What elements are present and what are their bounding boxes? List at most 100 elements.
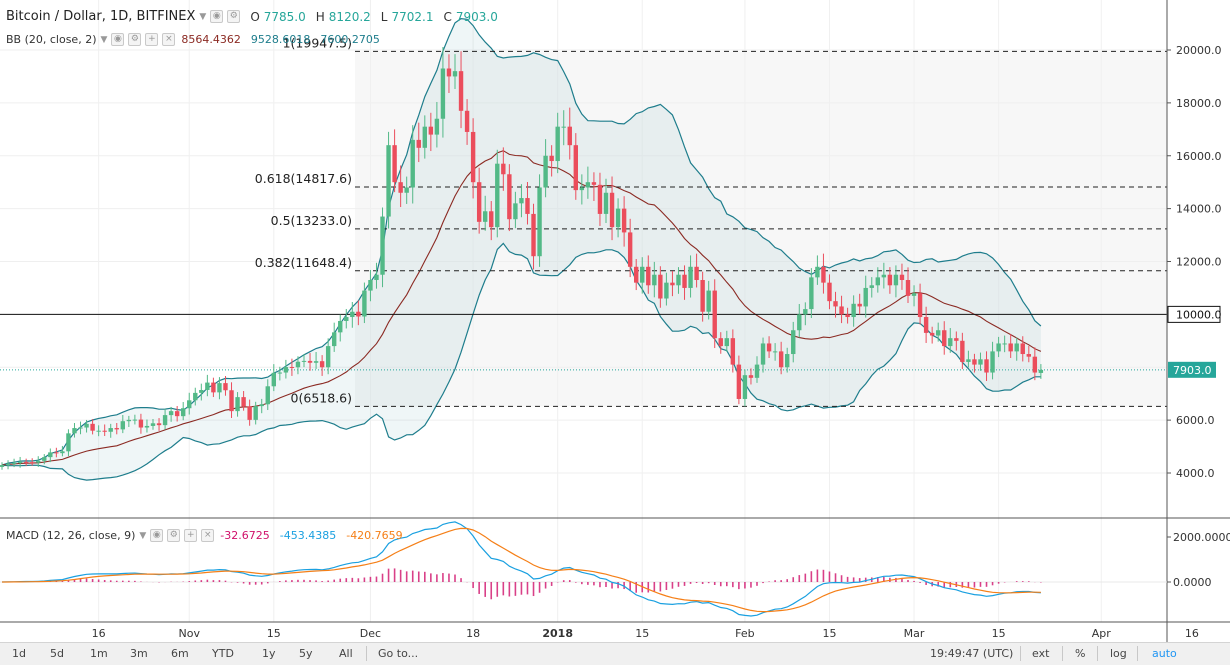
candle bbox=[350, 302, 355, 328]
ext-toggle[interactable]: ext bbox=[1032, 647, 1050, 660]
eye-icon[interactable]: ◉ bbox=[111, 33, 125, 46]
candle-body bbox=[543, 155, 548, 188]
candle-body bbox=[168, 411, 174, 416]
candle bbox=[797, 303, 802, 338]
bb-title[interactable]: BB (20, close, 2) bbox=[6, 33, 97, 46]
candle-body bbox=[948, 338, 953, 347]
candle bbox=[0, 462, 5, 470]
eye-icon[interactable]: ◉ bbox=[150, 529, 164, 542]
candle-body bbox=[724, 338, 729, 347]
add-icon[interactable]: + bbox=[184, 529, 198, 542]
candle bbox=[537, 174, 542, 267]
candle bbox=[138, 413, 144, 434]
candle-body bbox=[1008, 343, 1013, 352]
timeframe-1y[interactable]: 1y bbox=[262, 647, 276, 660]
timeframe-1d[interactable]: 1d bbox=[12, 647, 26, 660]
candle bbox=[899, 263, 905, 290]
timeframe-6m[interactable]: 6m bbox=[171, 647, 189, 660]
gear-icon[interactable]: ⚙ bbox=[227, 10, 241, 23]
candle-body bbox=[1032, 356, 1038, 373]
candle bbox=[5, 460, 11, 470]
price-tick-label: 4000.0 bbox=[1176, 467, 1215, 480]
fib-label: 0.618(14817.6) bbox=[255, 171, 352, 186]
chevron-down-icon[interactable]: ▼ bbox=[100, 34, 108, 45]
candle-body bbox=[259, 404, 264, 407]
chevron-down-icon[interactable]: ▼ bbox=[199, 11, 207, 22]
candle-body bbox=[470, 131, 476, 183]
bb-upper-value: 9528.6018 bbox=[250, 33, 311, 46]
timeframe-3m[interactable]: 3m bbox=[130, 647, 148, 660]
candle-body bbox=[90, 423, 95, 431]
candle-body bbox=[821, 266, 826, 283]
candle-body bbox=[815, 266, 820, 278]
candle bbox=[205, 374, 210, 397]
candle bbox=[144, 419, 150, 433]
candle-body bbox=[217, 383, 222, 393]
candle-body bbox=[368, 280, 373, 291]
gear-icon[interactable]: ⚙ bbox=[167, 529, 181, 542]
candle bbox=[1026, 345, 1031, 363]
candle-body bbox=[132, 419, 138, 421]
candle bbox=[223, 375, 228, 396]
candle-body bbox=[863, 287, 868, 307]
add-icon[interactable]: + bbox=[145, 33, 159, 46]
open-label: O bbox=[250, 9, 260, 24]
candle bbox=[440, 47, 446, 138]
goto-button[interactable]: Go to... bbox=[378, 647, 419, 660]
candle-body bbox=[942, 330, 947, 347]
gear-icon[interactable]: ⚙ bbox=[128, 33, 142, 46]
candle bbox=[658, 266, 663, 308]
symbol-title[interactable]: Bitcoin / Dollar, 1D, BITFINEX bbox=[6, 9, 196, 24]
close-icon[interactable]: × bbox=[201, 529, 215, 542]
candle bbox=[609, 176, 615, 241]
candle-body bbox=[597, 184, 603, 214]
last-price-box bbox=[1168, 361, 1216, 378]
candle bbox=[368, 269, 373, 302]
candle-body bbox=[748, 375, 754, 378]
log-toggle[interactable]: log bbox=[1110, 647, 1127, 660]
candle bbox=[531, 203, 536, 270]
time-tick-label: Mar bbox=[904, 627, 925, 640]
macd-title[interactable]: MACD (12, 26, close, 9) bbox=[6, 529, 136, 542]
auto-toggle[interactable]: auto bbox=[1152, 647, 1177, 660]
timeframe-5d[interactable]: 5d bbox=[50, 647, 64, 660]
percent-toggle[interactable]: % bbox=[1075, 647, 1086, 660]
timeframe-all[interactable]: All bbox=[339, 647, 353, 660]
open-value: 7785.0 bbox=[263, 9, 306, 24]
candle bbox=[724, 330, 729, 352]
low-label: L bbox=[380, 9, 388, 24]
timeframe-5y[interactable]: 5y bbox=[299, 647, 313, 660]
eye-icon[interactable]: ◉ bbox=[210, 10, 224, 23]
candle-body bbox=[313, 361, 319, 363]
candle-body bbox=[803, 309, 808, 315]
candle-body bbox=[966, 359, 971, 362]
close-value: 7903.0 bbox=[455, 9, 498, 24]
candle-body bbox=[1026, 354, 1031, 357]
candle-body bbox=[60, 451, 65, 454]
candle bbox=[325, 338, 331, 375]
candle-body bbox=[422, 126, 427, 148]
candle-body bbox=[519, 198, 524, 204]
candle-body bbox=[682, 274, 687, 288]
candle bbox=[446, 54, 452, 94]
candle bbox=[972, 353, 977, 373]
candle bbox=[36, 456, 41, 467]
candle-body bbox=[23, 461, 29, 463]
candle-body bbox=[978, 359, 983, 365]
timeframe-ytd[interactable]: YTD bbox=[212, 647, 234, 660]
macd-tick-label: 0.0000 bbox=[1173, 576, 1212, 589]
candle bbox=[60, 445, 65, 457]
candle-body bbox=[688, 266, 693, 288]
close-icon[interactable]: × bbox=[162, 33, 176, 46]
candle-body bbox=[48, 452, 53, 458]
candle-body bbox=[791, 330, 796, 355]
candle-body bbox=[960, 340, 965, 362]
clock-readout[interactable]: 19:49:47 (UTC) bbox=[930, 647, 1014, 660]
candle-body bbox=[857, 303, 862, 307]
candle bbox=[48, 448, 53, 463]
timeframe-1m[interactable]: 1m bbox=[90, 647, 108, 660]
candle-body bbox=[295, 361, 301, 368]
chevron-down-icon[interactable]: ▼ bbox=[139, 530, 147, 541]
candle bbox=[694, 253, 699, 288]
